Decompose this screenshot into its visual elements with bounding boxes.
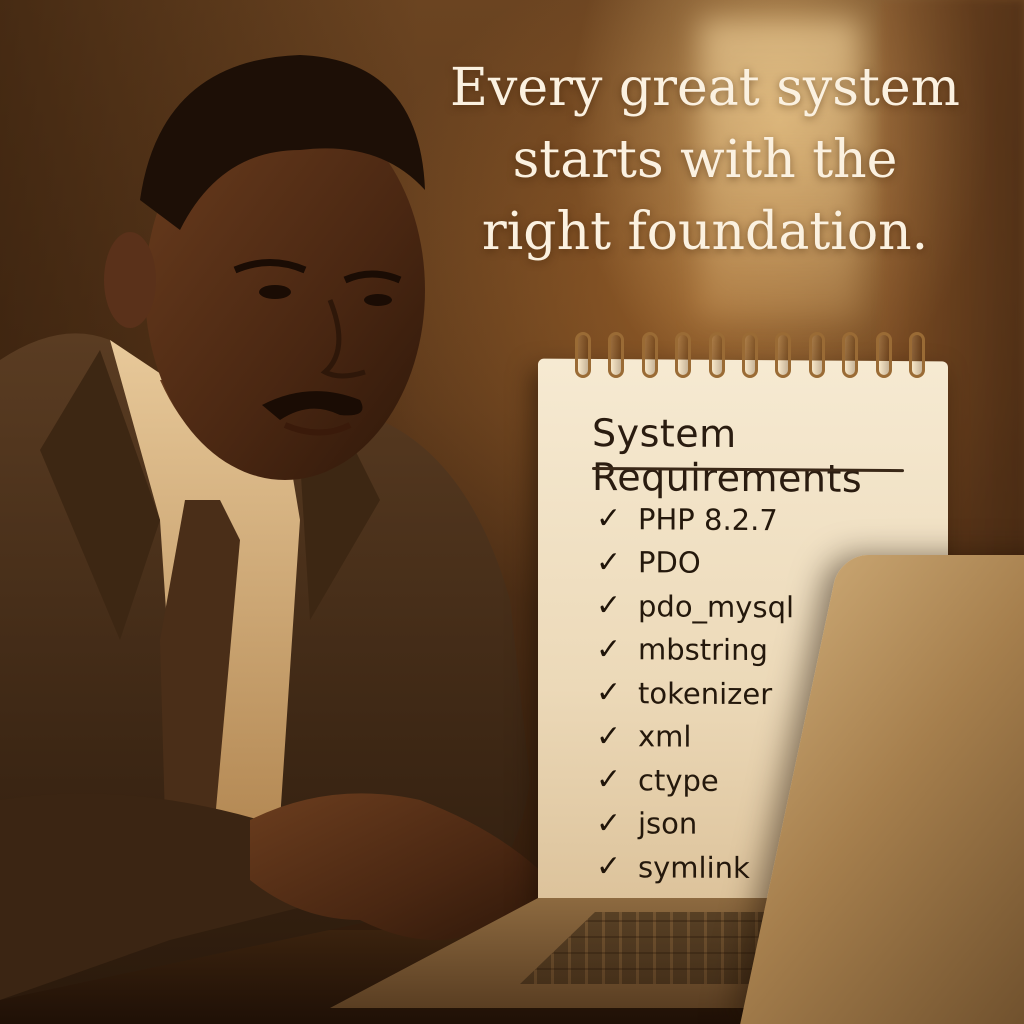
requirement-label: PHP 8.2.7	[638, 502, 778, 537]
spiral-ring	[575, 332, 591, 378]
requirement-item: ✓ json	[596, 801, 794, 846]
requirement-label: pdo_mysql	[638, 589, 795, 625]
checkmark-icon: ✓	[596, 544, 622, 580]
requirement-item: ✓ PHP 8.2.7	[596, 497, 794, 542]
arm	[0, 793, 330, 1000]
headline-line-1: Every great system	[450, 58, 960, 118]
requirements-list: ✓ PHP 8.2.7 ✓ PDO ✓ pdo_mysql ✓ mbstring ✓ to…	[596, 497, 794, 890]
checkmark-icon: ✓	[596, 849, 622, 885]
hair	[140, 55, 425, 230]
headline-line-2: starts with the	[512, 130, 898, 190]
checkmark-icon: ✓	[596, 762, 622, 798]
spiral-ring	[641, 332, 658, 378]
requirement-label: json	[638, 806, 698, 841]
requirement-label: symlink	[638, 850, 750, 885]
tie	[160, 500, 240, 820]
checkmark-icon: ✓	[596, 675, 622, 711]
spiral-ring	[608, 332, 625, 378]
spiral-ring	[675, 332, 692, 378]
spiral-ring	[775, 332, 792, 378]
hand	[250, 793, 550, 940]
requirement-item: ✓ pdo_mysql	[596, 584, 794, 629]
requirement-label: ctype	[638, 763, 719, 798]
notepad-title: System Requirements	[592, 410, 863, 501]
window-light	[700, 20, 860, 320]
spiral-ring	[875, 332, 892, 378]
checkmark-icon: ✓	[596, 588, 622, 624]
requirement-item: ✓ tokenizer	[596, 671, 794, 716]
requirement-label: xml	[638, 719, 692, 754]
requirement-item: ✓ PDO	[596, 540, 794, 585]
spiral-ring	[808, 332, 825, 378]
requirement-label: tokenizer	[638, 676, 773, 711]
checkmark-icon: ✓	[596, 718, 622, 754]
checkmark-icon: ✓	[596, 631, 622, 667]
mustache	[262, 391, 363, 420]
requirement-label: PDO	[638, 545, 701, 580]
requirement-item: ✓ ctype	[596, 758, 794, 803]
requirement-item: ✓ mbstring	[596, 627, 794, 672]
requirement-item: ✓ xml	[596, 714, 794, 759]
spiral-ring	[908, 332, 925, 378]
checkmark-icon: ✓	[596, 805, 622, 841]
spiral-ring	[741, 332, 758, 378]
requirement-label: mbstring	[638, 632, 768, 668]
headline-line-3: right foundation.	[481, 202, 929, 262]
spiral-ring	[708, 332, 725, 378]
headline: Every great system starts with the right…	[440, 52, 970, 268]
requirement-item: ✓ symlink	[596, 845, 794, 890]
spiral-binding	[575, 332, 925, 382]
checkmark-icon: ✓	[596, 501, 622, 537]
spiral-ring	[842, 332, 859, 378]
